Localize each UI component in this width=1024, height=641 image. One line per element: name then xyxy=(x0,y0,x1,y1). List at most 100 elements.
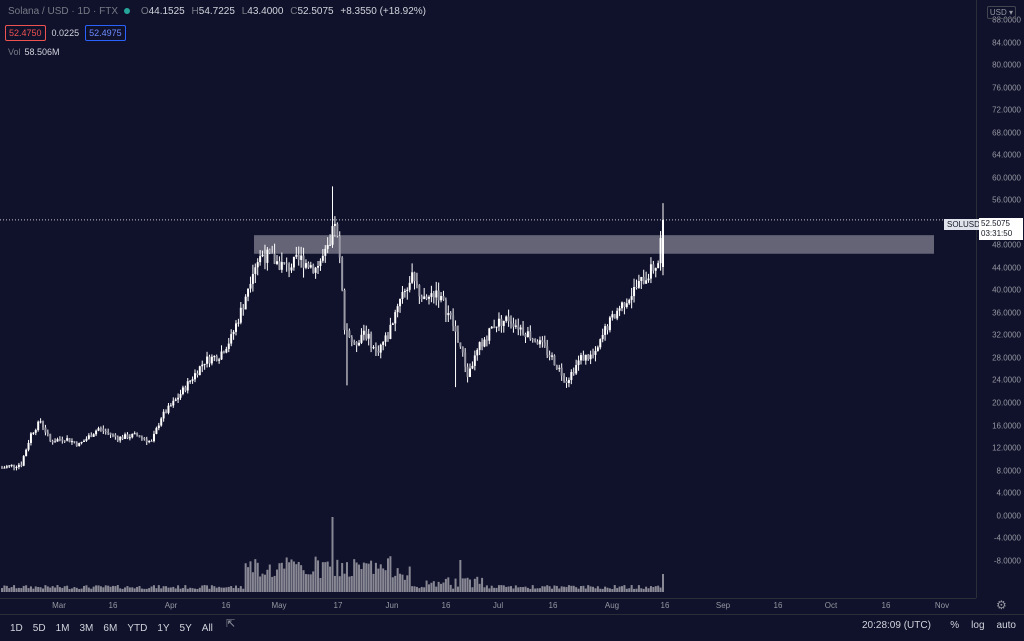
range-button-ytd[interactable]: YTD xyxy=(127,622,148,634)
volume-bar xyxy=(510,586,513,592)
candle-body xyxy=(160,418,163,426)
volume-bar xyxy=(454,578,457,592)
percent-scale-toggle[interactable]: % xyxy=(950,620,960,631)
volume-bar xyxy=(546,585,549,592)
candle-body xyxy=(599,339,602,348)
volume-bar xyxy=(102,587,105,592)
sell-button[interactable]: 52.4750 xyxy=(5,25,46,41)
candle-body xyxy=(551,355,554,357)
volume-bar xyxy=(99,586,102,592)
volume-bar xyxy=(5,585,8,592)
volume-bar xyxy=(577,588,580,592)
buy-button[interactable]: 52.4975 xyxy=(85,25,126,41)
volume-bar xyxy=(174,588,177,592)
candle-body xyxy=(425,296,428,299)
volume-bar xyxy=(75,587,78,592)
volume-bar xyxy=(107,585,110,592)
candle-body xyxy=(642,276,645,284)
volume-bar xyxy=(191,588,194,592)
candle-body xyxy=(244,296,247,310)
candle-body xyxy=(620,302,623,309)
candle-body xyxy=(90,435,93,437)
range-button-5y[interactable]: 5Y xyxy=(179,622,192,634)
candle-body xyxy=(459,342,462,347)
candle-body xyxy=(447,312,450,316)
candle-body xyxy=(618,308,621,311)
candle-body xyxy=(531,338,534,340)
candle-body xyxy=(225,348,228,353)
gear-icon[interactable]: ⚙ xyxy=(996,598,1007,612)
candle-body xyxy=(490,326,493,329)
utc-clock[interactable]: 20:28:09 (UTC) xyxy=(862,620,931,631)
candle-body xyxy=(567,380,570,383)
candle-body xyxy=(596,347,599,351)
candlestick-chart[interactable] xyxy=(0,0,976,598)
candle-body xyxy=(399,298,402,307)
volume-bar xyxy=(601,588,604,592)
candle-body xyxy=(329,244,332,246)
candle-body xyxy=(367,333,370,339)
range-button-1m[interactable]: 1M xyxy=(55,622,70,634)
candle-body xyxy=(102,428,105,431)
range-button-all[interactable]: All xyxy=(201,622,213,634)
candle-body xyxy=(341,257,344,291)
high-value: 54.7225 xyxy=(198,6,235,17)
volume-bar xyxy=(596,586,599,592)
candle-body xyxy=(379,344,382,353)
candle-body xyxy=(3,467,6,469)
auto-scale-toggle[interactable]: auto xyxy=(996,620,1016,631)
volume-bar xyxy=(389,556,392,592)
volume-bar xyxy=(119,588,122,592)
candle-body xyxy=(73,441,76,443)
volume-bar xyxy=(478,583,481,592)
price-axis[interactable]: 88.0000 84.0000 80.0000 76.0000 72.0000 68.00… xyxy=(976,0,1024,598)
range-button-1y[interactable]: 1Y xyxy=(157,622,170,634)
volume-bar xyxy=(442,582,445,592)
volume-bar xyxy=(659,587,662,592)
range-button-3m[interactable]: 3M xyxy=(79,622,94,634)
volume-bar xyxy=(222,587,225,592)
candle-body xyxy=(365,330,368,339)
volume-bar xyxy=(642,588,645,592)
currency-button[interactable]: USD ▾ xyxy=(986,6,1016,19)
candle-body xyxy=(512,323,515,327)
candle-body xyxy=(239,307,242,323)
volume-bar xyxy=(413,586,416,592)
candle-body xyxy=(493,326,496,328)
candle-body xyxy=(570,371,573,381)
volume-bar xyxy=(66,585,69,592)
chart-area[interactable] xyxy=(0,0,976,598)
range-button-1d[interactable]: 1D xyxy=(10,622,23,634)
candle-body xyxy=(107,431,110,433)
volume-bar xyxy=(230,586,233,592)
volume-bar xyxy=(343,573,346,592)
volume-bar xyxy=(124,587,127,592)
volume-bar xyxy=(126,586,129,592)
volume-bar xyxy=(633,588,636,592)
range-button-5d[interactable]: 5D xyxy=(32,622,46,634)
range-button-6m[interactable]: 6M xyxy=(103,622,118,634)
candle-body xyxy=(343,290,346,330)
volume-bar xyxy=(541,586,544,592)
volume-bar xyxy=(193,588,196,592)
volume-bar xyxy=(338,576,341,592)
calendar-goto-icon[interactable]: ⇱ xyxy=(226,618,236,630)
candle-body xyxy=(39,421,42,423)
volume-bar xyxy=(290,559,293,592)
volume-bar xyxy=(514,585,517,592)
candle-body xyxy=(297,254,300,260)
time-axis[interactable]: Mar 16 Apr 16 May 17 Jun 16 Jul 16 Aug 16 Sep 16 Oct 16… xyxy=(0,598,976,615)
candle-body xyxy=(85,438,88,441)
low-label: L xyxy=(241,6,248,17)
candle-body xyxy=(312,265,315,273)
candle-body xyxy=(582,355,585,361)
candle-body xyxy=(136,433,139,436)
candle-body xyxy=(61,439,64,441)
candle-body xyxy=(645,280,648,284)
candle-body xyxy=(13,464,16,468)
volume-bar xyxy=(1,588,3,592)
candle-body xyxy=(237,322,240,324)
symbol-title[interactable]: Solana / USD · 1D · FTX xyxy=(8,6,119,17)
log-scale-toggle[interactable]: log xyxy=(971,620,985,631)
candle-body xyxy=(396,306,399,313)
